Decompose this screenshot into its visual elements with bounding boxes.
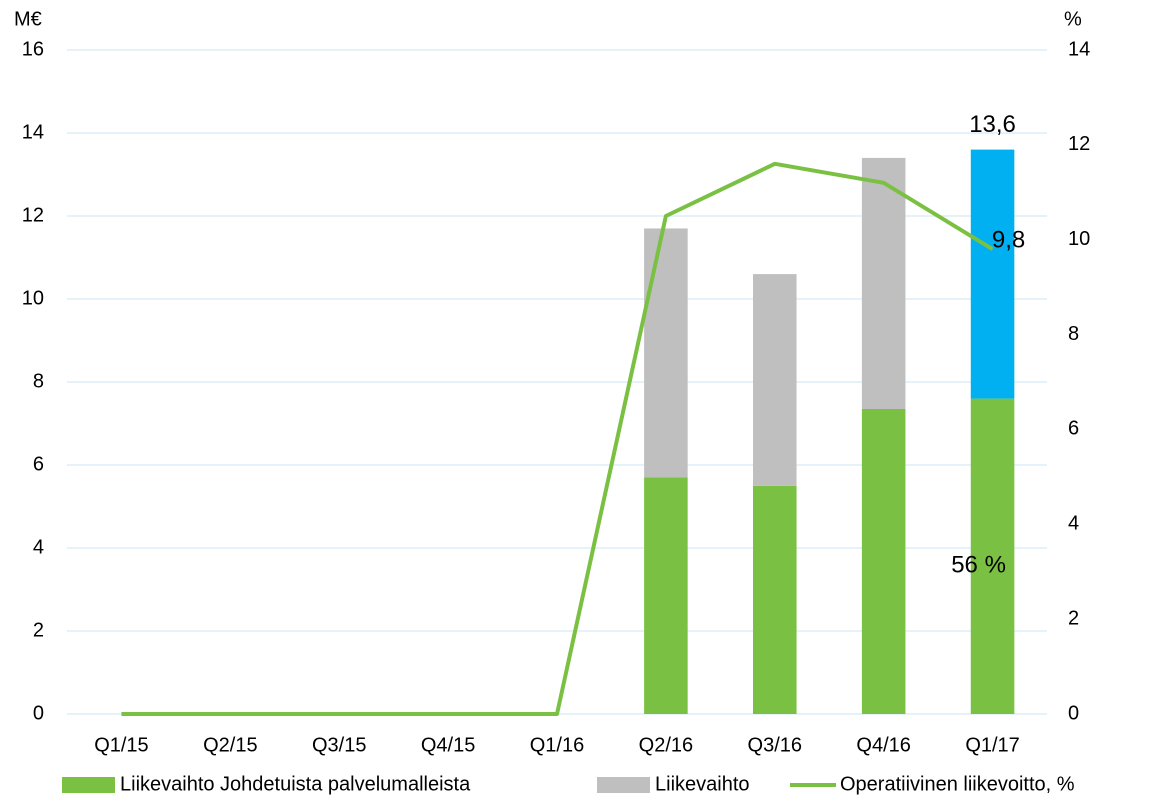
y2-tick-label: 2 (1068, 607, 1079, 629)
x-tick-label: Q4/16 (856, 734, 910, 756)
y2-tick-label: 14 (1068, 38, 1090, 60)
x-tick-label: Q3/16 (748, 734, 802, 756)
y-axis-label: M€ (14, 8, 42, 30)
x-tick-label: Q2/16 (639, 734, 693, 756)
x-tick-label: Q4/15 (421, 734, 475, 756)
y-tick-label: 12 (22, 204, 44, 226)
annotation: 13,6 (969, 111, 1016, 138)
x-tick-label: Q3/15 (312, 734, 366, 756)
y-tick-label: 14 (22, 121, 44, 143)
y-tick-label: 10 (22, 287, 44, 309)
y2-tick-label: 0 (1068, 702, 1079, 724)
y2-tick-label: 6 (1068, 418, 1079, 440)
y-tick-label: 0 (33, 702, 44, 724)
x-tick-label: Q2/15 (203, 734, 257, 756)
bar-segment (753, 485, 797, 714)
legend-label: Liikevaihto Johdetuista palvelumalleista (120, 773, 471, 795)
bar-segment (861, 157, 906, 409)
y2-tick-label: 8 (1068, 323, 1079, 345)
line (121, 161, 994, 716)
legend-label: Operatiivinen liikevoitto, % (840, 773, 1075, 795)
bar-segment (861, 408, 906, 714)
x-tick-label: Q1/15 (94, 734, 148, 756)
data-label: 9,8 (992, 227, 1025, 254)
y-tick-label: 8 (33, 370, 44, 392)
legend-swatch (62, 777, 115, 793)
y-tick-label: 4 (33, 536, 44, 558)
y2-axis-label: % (1064, 8, 1082, 30)
bar-segment (644, 477, 688, 714)
x-tick-label: Q1/17 (965, 734, 1019, 756)
legend-label: Liikevaihto (655, 773, 750, 795)
y2-tick-label: 10 (1068, 228, 1090, 250)
bar-segment (644, 228, 688, 478)
y-tick-label: 2 (33, 619, 44, 641)
y-tick-label: 16 (22, 38, 44, 60)
y-tick-label: 6 (33, 453, 44, 475)
legend-swatch (597, 777, 650, 793)
bar-segment (970, 149, 1015, 399)
x-tick-label: Q1/16 (530, 734, 584, 756)
bar-segment (753, 274, 797, 486)
annotation: 56 % (951, 552, 1006, 579)
bar-segment (970, 398, 1015, 714)
y2-tick-label: 12 (1068, 133, 1090, 155)
y2-tick-label: 4 (1068, 513, 1079, 535)
